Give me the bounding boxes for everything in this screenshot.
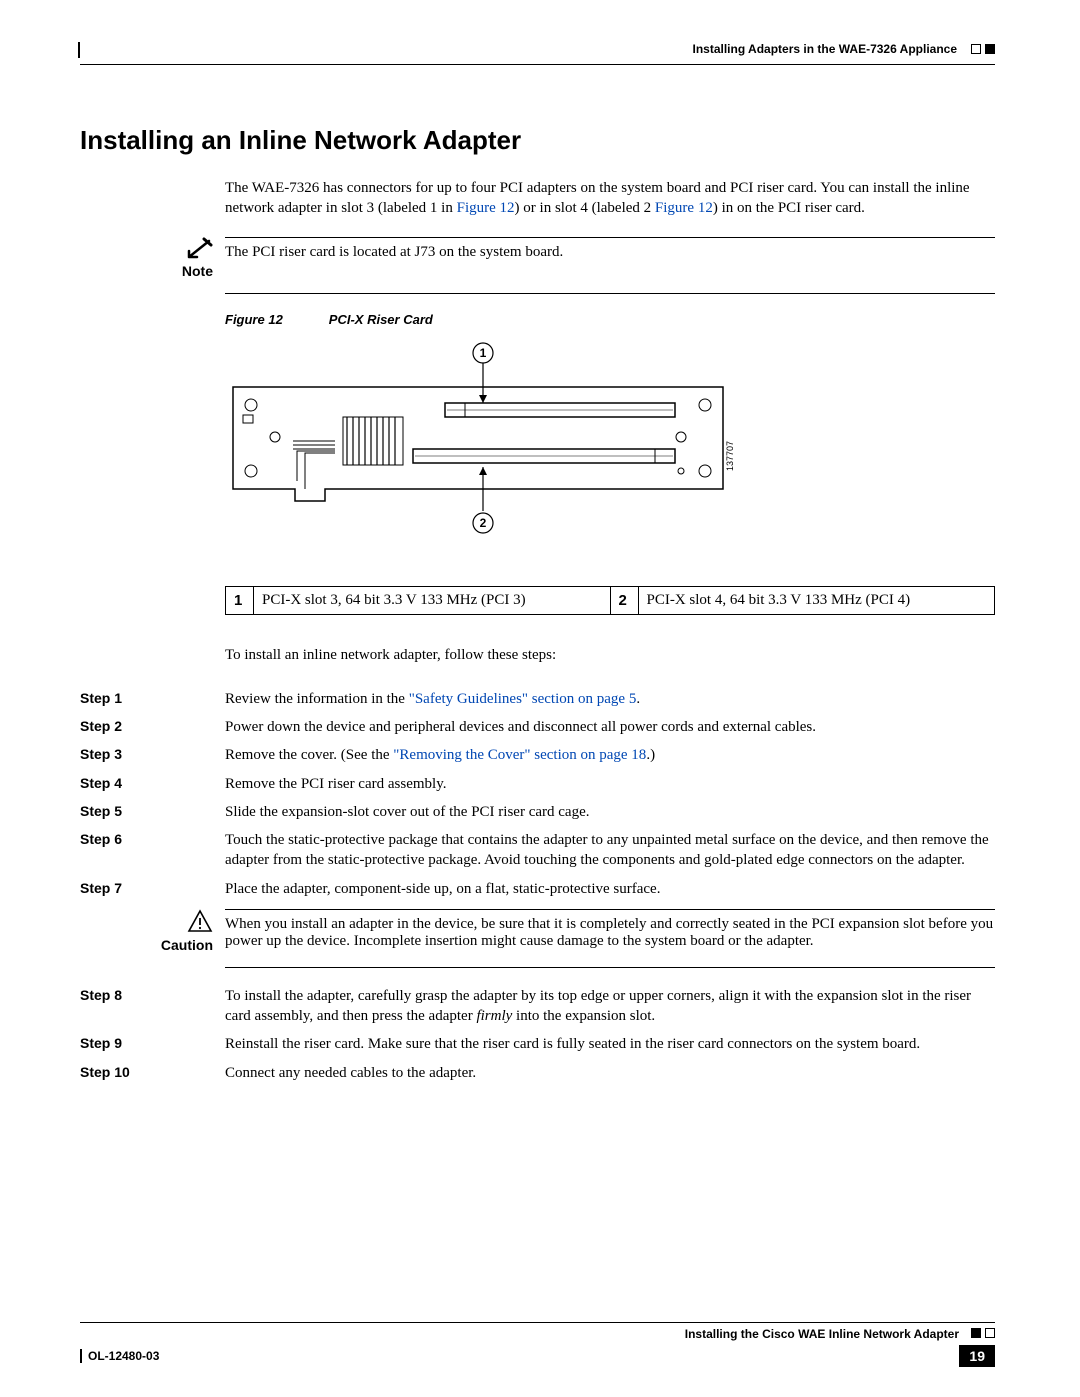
step-10: Step 10 Connect any needed cables to the… [80,1063,995,1083]
note-label: Note [182,263,213,279]
step-7: Step 7 Place the adapter, component-side… [80,879,995,899]
footer-doc-title: Installing the Cisco WAE Inline Network … [685,1327,959,1341]
cover-link[interactable]: "Removing the Cover" section on page 18 [393,747,646,763]
step-3: Step 3 Remove the cover. (See the "Remov… [80,745,995,765]
running-header: Installing Adapters in the WAE-7326 Appl… [80,40,995,58]
figure-link-1[interactable]: Figure 12 [457,200,515,216]
svg-text:2: 2 [480,516,487,530]
caution-label: Caution [161,937,213,953]
step-1: Step 1 Review the information in the "Sa… [80,689,995,709]
svg-text:1: 1 [480,346,487,360]
step-6: Step 6 Touch the static-protective packa… [80,830,995,871]
step-4: Step 4 Remove the PCI riser card assembl… [80,774,995,794]
step-5: Step 5 Slide the expansion-slot cover ou… [80,802,995,822]
safety-link[interactable]: "Safety Guidelines" section on page 5 [409,691,637,707]
caution-block: Caution When you install an adapter in t… [80,909,995,955]
svg-text:137707: 137707 [725,440,735,470]
lead-in: To install an inline network adapter, fo… [225,645,995,665]
running-title: Installing Adapters in the WAE-7326 Appl… [693,42,958,56]
step-8: Step 8 To install the adapter, carefully… [80,986,995,1027]
caution-text: When you install an adapter in the devic… [225,916,993,949]
step-9: Step 9 Reinstall the riser card. Make su… [80,1034,995,1054]
note-block: Note The PCI riser card is located at J7… [80,237,995,281]
page-number: 19 [959,1345,995,1367]
step-2: Step 2 Power down the device and periphe… [80,717,995,737]
figure-link-2[interactable]: Figure 12 [655,200,713,216]
intro-paragraph: The WAE-7326 has connectors for up to fo… [225,178,995,219]
footer-doc-id: OL-12480-03 [88,1349,159,1363]
table-row: 1 PCI-X slot 3, 64 bit 3.3 V 133 MHz (PC… [226,586,995,614]
page-footer: Installing the Cisco WAE Inline Network … [80,1322,995,1367]
note-text: The PCI riser card is located at J73 on … [225,244,563,260]
callout-table: 1 PCI-X slot 3, 64 bit 3.3 V 133 MHz (PC… [225,586,995,615]
note-icon [187,237,213,259]
page-title: Installing an Inline Network Adapter [80,125,995,156]
caution-icon [187,909,213,933]
riser-card-diagram: 1 [225,341,995,556]
figure-caption: Figure 12PCI-X Riser Card [225,312,995,327]
